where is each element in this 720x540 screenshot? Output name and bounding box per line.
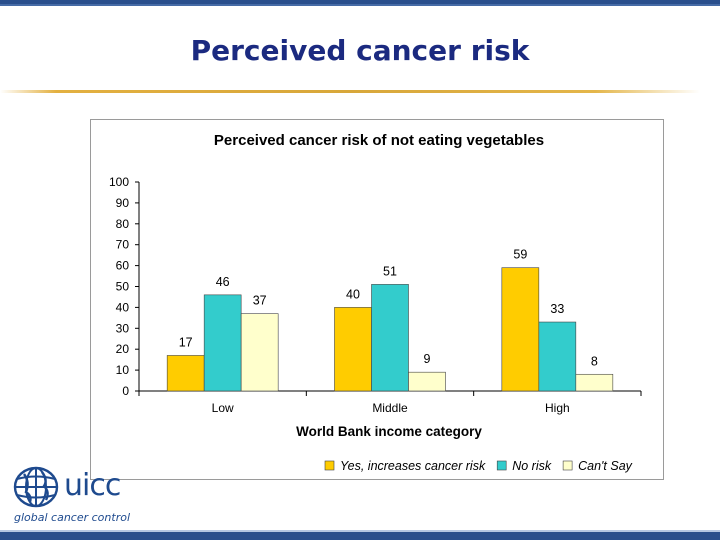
data-label: 33: [550, 302, 564, 316]
data-label: 8: [591, 354, 598, 368]
bar: [166, 355, 205, 392]
data-label: 17: [179, 335, 193, 349]
bars: [166, 267, 614, 392]
chart-title: Perceived cancer risk of not eating vege…: [214, 132, 544, 149]
data-label: 40: [346, 287, 360, 301]
x-tick-label: Low: [212, 401, 234, 415]
chart-frame: Perceived cancer risk of not eating vege…: [90, 119, 664, 480]
bottom-border-accent: [0, 530, 720, 532]
y-tick-label: 50: [116, 280, 130, 294]
y-tick-label: 10: [116, 363, 130, 377]
x-tick-label: High: [545, 401, 570, 415]
bar: [371, 284, 409, 392]
data-label: 37: [253, 294, 267, 308]
legend-swatch: [324, 460, 335, 471]
data-label: 9: [424, 352, 431, 366]
y-tick-label: 40: [116, 300, 130, 314]
x-axis-title: World Bank income category: [296, 424, 482, 439]
legend-label: Yes, increases cancer risk: [340, 459, 486, 473]
data-label: 59: [513, 248, 527, 262]
y-tick-label: 70: [116, 238, 130, 252]
y-tick-label: 30: [116, 321, 130, 335]
y-tick-label: 60: [116, 259, 130, 273]
bar: [538, 321, 577, 392]
logo-wordmark: uicc: [64, 468, 121, 503]
bar-chart: Perceived cancer risk of not eating vege…: [109, 132, 642, 473]
data-label: 46: [216, 275, 230, 289]
y-tick-label: 90: [116, 196, 130, 210]
y-tick-label: 0: [122, 384, 129, 398]
x-axis: Low Middle High: [138, 390, 642, 415]
legend-swatch: [496, 460, 507, 471]
data-label: 51: [383, 264, 397, 278]
bar: [203, 294, 242, 392]
slide-title: Perceived cancer risk: [190, 34, 530, 67]
bar: [575, 373, 614, 392]
x-tick-label: Middle: [372, 401, 408, 415]
y-tick-label: 20: [116, 342, 130, 356]
uicc-logo: uicc global cancer control: [12, 464, 132, 528]
logo-tagline: global cancer control: [14, 511, 131, 524]
data-labels: 17 46 37 40 51 9 59 33 8: [179, 248, 598, 369]
y-tick-label: 100: [109, 175, 129, 189]
y-axis: 0 10 20 30 40 50 60 70 80 90 100: [109, 175, 140, 398]
legend-label: Can't Say: [578, 459, 633, 473]
globe-icon: [13, 466, 59, 508]
y-tick-label: 80: [116, 217, 130, 231]
top-border: [0, 0, 720, 6]
bar: [334, 307, 372, 392]
bar: [240, 313, 279, 392]
title-underline: [0, 90, 720, 94]
legend: Yes, increases cancer risk No risk Can't S…: [324, 459, 633, 473]
bar: [501, 267, 540, 392]
bar: [408, 371, 446, 392]
legend-label: No risk: [512, 459, 552, 473]
legend-swatch: [562, 460, 573, 471]
bottom-border: [0, 532, 720, 540]
top-border-accent: [0, 4, 720, 6]
